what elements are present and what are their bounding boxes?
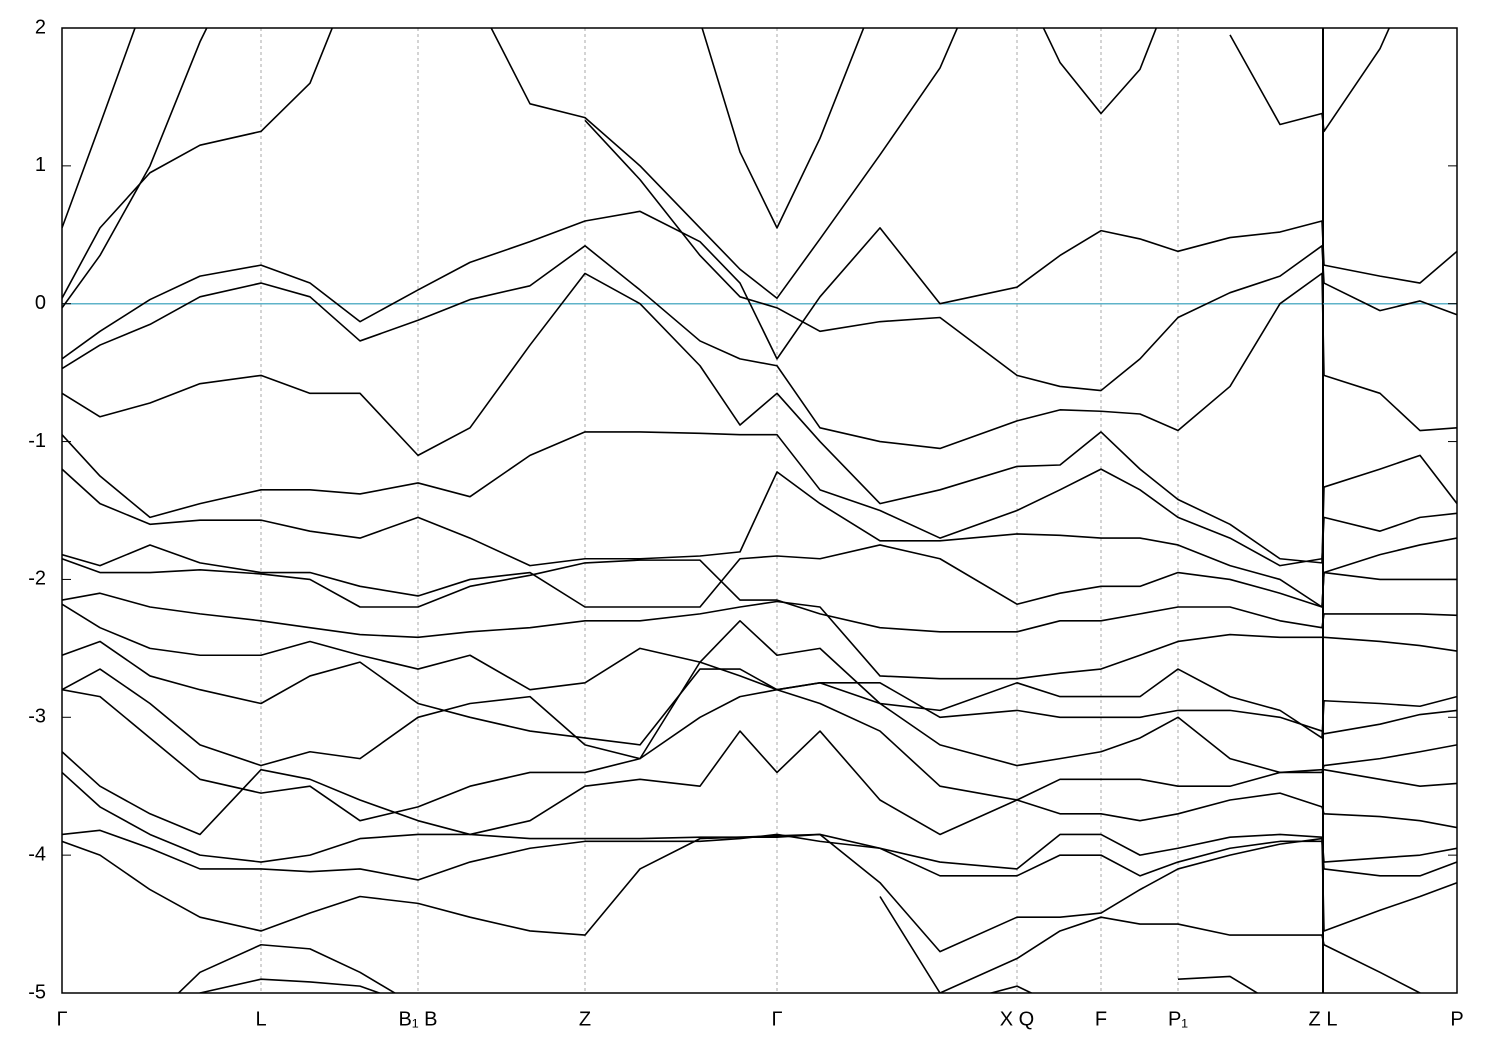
y-tick-label: 1 [35, 154, 46, 176]
band-line [62, 833, 1457, 953]
x-tick-label: P₁ [1168, 1008, 1188, 1030]
labels: -5 -4 -3 -2 -1 0 1 2 Γ L B₁ B Z Γ X Q F P₁ Z L P [28, 16, 1463, 1030]
band-line [62, 28, 959, 299]
x-tick-label: Z [579, 1008, 591, 1030]
band-line [62, 245, 1457, 450]
band-line [62, 829, 1457, 881]
band-line [62, 210, 1457, 360]
y-tick-label: -3 [28, 706, 46, 728]
x-tick-label: X Q [1000, 1008, 1034, 1030]
band-line [62, 28, 1391, 299]
x-tick-label: Γ [771, 1008, 782, 1030]
x-tick-label: B₁ B [399, 1008, 438, 1030]
band-line [198, 975, 1259, 993]
y-tick-label: 0 [35, 292, 46, 314]
band-line [62, 603, 1457, 739]
band-line [177, 896, 1423, 993]
y-tick-label: -1 [28, 430, 46, 452]
y-tick-label: -5 [28, 981, 46, 1003]
x-tick-label: L [255, 1008, 266, 1030]
band-line [62, 468, 1457, 608]
bands [62, 28, 1457, 993]
band-line [62, 28, 1457, 392]
band-line [62, 431, 1457, 567]
x-tick-label: Γ [56, 1008, 67, 1030]
y-tick-label: 2 [35, 16, 46, 38]
band-line [62, 272, 1457, 564]
band-line [701, 28, 1158, 229]
band-line [62, 544, 1457, 608]
x-tick-label: Z L [1309, 1008, 1338, 1030]
y-tick-label: -2 [28, 568, 46, 590]
band-line [62, 592, 1457, 680]
band-line [62, 688, 1457, 822]
plot-frame [61, 27, 1458, 994]
x-tick-label: P [1450, 1008, 1463, 1030]
x-tick-label: F [1095, 1008, 1107, 1030]
band-line [62, 730, 1457, 836]
y-tick-label: -4 [28, 843, 46, 865]
band-line [62, 557, 1457, 633]
